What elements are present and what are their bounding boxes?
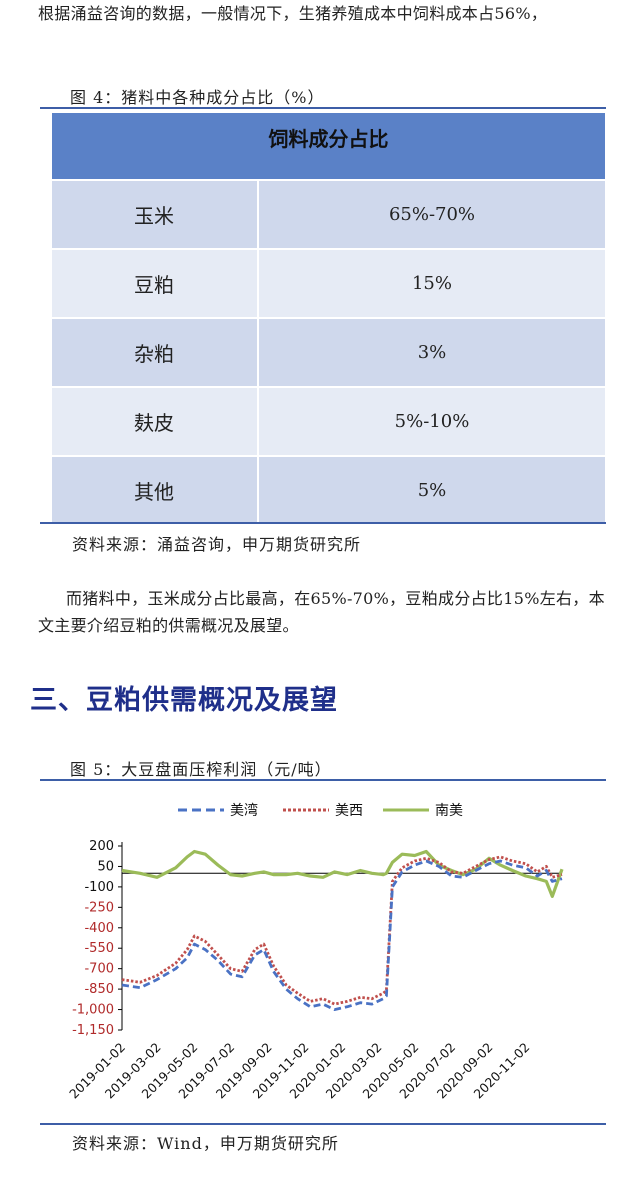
legend-label: 美湾 <box>230 802 258 819</box>
y-tick-label: -700 <box>84 962 114 977</box>
series-line-nanmei <box>121 849 564 899</box>
y-tick-label: -1,000 <box>72 1003 114 1018</box>
y-tick-label: 50 <box>97 859 114 874</box>
figure5-source: 资料来源：Wind，申万期货研究所 <box>72 1134 339 1153</box>
ingredient-name: 杂粕 <box>52 319 257 386</box>
figure4-source: 资料来源：涌益咨询，申万期货研究所 <box>72 535 362 554</box>
legend-label: 美西 <box>335 803 363 819</box>
figure4-bottom-rule <box>40 522 606 524</box>
y-tick-label: 200 <box>89 839 114 854</box>
ingredient-name: 玉米 <box>52 181 257 248</box>
figure5-bottom-rule <box>40 1123 606 1125</box>
y-tick-label: -400 <box>84 921 114 936</box>
table-row: 麸皮 5%-10% <box>52 388 605 455</box>
table-header: 饲料成分占比 <box>52 113 605 179</box>
table-row: 杂粕 3% <box>52 319 605 386</box>
series-line-meiwan <box>121 859 563 1012</box>
section-heading: 三、豆粕供需概况及展望 <box>30 685 338 716</box>
table-row: 其他 5% <box>52 457 605 524</box>
crush-margin-chart: 200 50 -100 -250 -400 -550 -700 -850 -1,000 -1,15… <box>66 802 564 1101</box>
figure4-caption: 图 4：猪料中各种成分占比（%） <box>70 88 325 107</box>
ingredient-share: 15% <box>259 250 605 317</box>
y-tick-label: -1,150 <box>72 1023 114 1038</box>
table-row: 玉米 65%-70% <box>52 181 605 248</box>
series-line-meixi <box>121 855 563 1006</box>
ingredient-name: 其他 <box>52 457 257 524</box>
figure5-top-rule <box>40 779 606 781</box>
ingredient-name: 豆粕 <box>52 250 257 317</box>
ingredient-share: 3% <box>259 319 605 386</box>
ingredient-share: 65%-70% <box>259 181 605 248</box>
ingredient-share: 5%-10% <box>259 388 605 455</box>
y-tick-label: -250 <box>84 900 114 915</box>
legend-label: 南美 <box>435 803 463 819</box>
ingredient-name: 麸皮 <box>52 388 257 455</box>
intro-paragraph: 根据涌益咨询的数据，一般情况下，生猪养殖成本中饲料成本占56%， <box>38 4 548 23</box>
table-row: 豆粕 15% <box>52 250 605 317</box>
ingredient-table: 饲料成分占比 玉米 65%-70% 豆粕 15% 杂粕 3% 麸皮 5%-10%… <box>52 113 605 524</box>
y-tick-label: -100 <box>84 880 114 895</box>
y-tick-label: -550 <box>84 941 114 956</box>
y-tick-label: -850 <box>84 982 114 997</box>
ingredient-share: 5% <box>259 457 605 524</box>
figure4-top-rule <box>40 107 606 109</box>
body-paragraph: 而猪料中，玉米成分占比最高，在65%-70%，豆粕成分占比15%左右，本文主要介… <box>38 589 605 635</box>
figure5-caption: 图 5：大豆盘面压榨利润（元/吨） <box>70 760 332 779</box>
